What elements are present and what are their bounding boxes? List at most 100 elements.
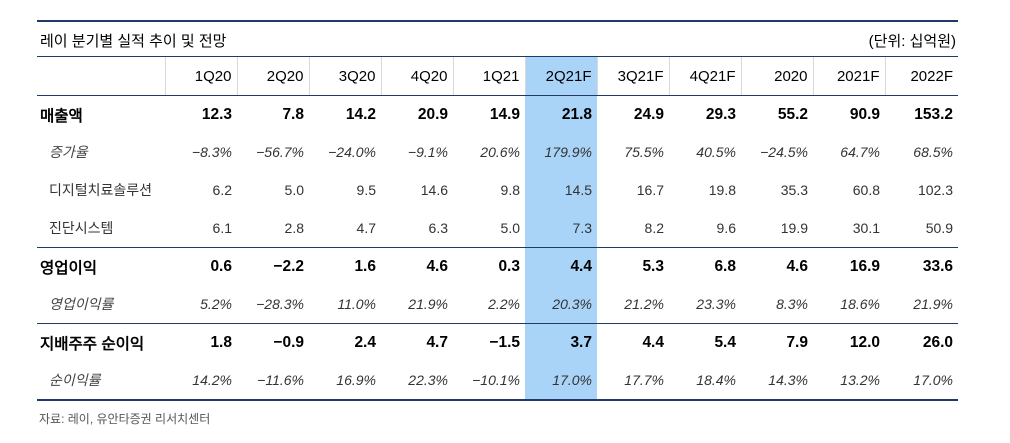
table-cell: 13.2% [813,361,885,401]
table-cell: 14.9 [489,105,520,123]
table-cell: 0.6 [165,247,237,285]
table-cell: 179.9% [525,133,597,171]
table-cell: −1.5 [453,323,525,361]
table-cell: −10.1% [453,361,525,401]
column-header: 2020 [740,56,813,96]
table-cell: 4.4 [525,247,597,285]
table-cell: 0.3 [453,247,525,285]
financial-table-panel: 레이 분기별 실적 추이 및 전망 (단위: 십억원) 1Q20 2Q20 3Q20… [37,20,958,401]
column-header: 2021F [812,56,885,96]
table-cell: 19.8 [708,182,736,198]
column-header: 2022F [884,56,958,96]
operating-margin-row: 영업이익률 5.2% −28.3% 11.0% 21.9% 2.2% 20.3% 21.2% 2… [37,285,958,324]
column-header: 2Q21F [524,56,597,96]
table-cell: 14.5 [525,171,597,209]
column-header: 2Q20 [236,56,309,96]
table-title: 레이 분기별 실적 추이 및 전망 [40,33,227,50]
table-cell: 20.9 [417,105,448,123]
table-cell: 5.4 [669,323,741,361]
row-label: 영업이익률 [37,285,165,324]
table-cell: 16.7 [636,182,664,198]
table-cell: 64.7% [840,144,880,160]
table-cell: 19.9 [780,220,808,236]
table-cell: 17.7% [597,361,669,401]
table-cell: 35.3 [780,182,808,198]
table-cell: 20.3% [525,285,597,324]
table-cell: 30.1 [852,220,880,236]
table-cell: 17.0% [525,361,597,401]
table-cell: 14.6 [420,182,448,198]
net-income-row: 지배주주 순이익 1.8 −0.9 2.4 4.7 −1.5 3.7 4.4 5.4 7.9 12.… [37,323,958,361]
table-cell: 20.6% [480,144,520,160]
table-cell: 21.8 [525,95,597,133]
column-header: 3Q20 [308,56,381,96]
earnings-table: 1Q20 2Q20 3Q20 4Q20 1Q21 2Q21F 3Q21F 4Q21F 2020 2… [37,56,958,401]
table-cell: 26.0 [885,323,958,361]
table-cell: 12.3 [201,105,232,123]
table-cell: 16.9 [813,247,885,285]
row-label: 영업이익 [37,247,165,285]
table-cell: 6.2 [212,182,232,198]
table-cell: −2.2 [237,247,309,285]
diagnostic-system-row: 진단시스템 6.1 2.8 4.7 6.3 5.0 7.3 8.2 9.6 19.9 30.1 50.… [37,209,958,248]
table-cell: 29.3 [705,105,736,123]
table-cell: 8.2 [644,220,664,236]
table-cell: 14.2% [165,361,237,401]
column-header: 4Q21F [668,56,741,96]
table-cell: 5.0 [284,182,304,198]
title-bar: 레이 분기별 실적 추이 및 전망 (단위: 십억원) [37,20,958,56]
table-cell: 5.0 [500,220,520,236]
net-margin-row: 순이익률 14.2% −11.6% 16.9% 22.3% −10.1% 17.0% 17.7… [37,361,958,401]
table-cell: 11.0% [309,285,381,324]
table-cell: 2.2% [453,285,525,324]
source-note: 자료: 레이, 유안타증권 리서치센터 [39,412,211,426]
table-cell: 4.7 [381,323,453,361]
table-cell: 60.8 [852,182,880,198]
table-cell: 5.3 [597,247,669,285]
column-header: 1Q20 [164,56,237,96]
table-cell: 55.2 [777,105,808,123]
table-cell: −9.1% [407,144,448,160]
table-cell: 90.9 [849,105,880,123]
table-cell: −8.3% [191,144,232,160]
table-cell: 9.6 [716,220,736,236]
table-cell: 1.8 [165,323,237,361]
table-cell: 33.6 [885,247,958,285]
table-cell: 22.3% [381,361,453,401]
table-cell: 24.9 [633,105,664,123]
row-label: 디지털치료솔루션 [49,182,153,198]
table-cell: −56.7% [256,144,304,160]
table-cell: 4.7 [356,220,376,236]
table-cell: 6.1 [212,220,232,236]
operating-profit-row: 영업이익 0.6 −2.2 1.6 4.6 0.3 4.4 5.3 6.8 4.6 16.9 33.6 [37,247,958,285]
table-cell: −28.3% [237,285,309,324]
table-cell: 21.9% [381,285,453,324]
table-cell: 4.4 [597,323,669,361]
table-cell: 9.5 [356,182,376,198]
table-cell: 1.6 [309,247,381,285]
table-cell: −11.6% [237,361,309,401]
table-cell: 68.5% [913,144,953,160]
table-cell: 5.2% [165,285,237,324]
table-cell: 7.9 [741,323,813,361]
table-cell: 50.9 [925,220,953,236]
table-cell: −0.9 [237,323,309,361]
row-label: 순이익률 [37,361,165,401]
table-cell: 12.0 [813,323,885,361]
table-cell: 7.8 [282,105,304,123]
header-corner [37,56,165,96]
table-cell: 14.3% [741,361,813,401]
column-header: 4Q20 [380,56,453,96]
table-cell: 23.3% [669,285,741,324]
unit-label: (단위: 십억원) [868,33,956,50]
row-label: 매출액 [40,107,83,125]
table-cell: 18.6% [813,285,885,324]
table-cell: 8.3% [741,285,813,324]
table-cell: 153.2 [914,105,953,123]
table-cell: 18.4% [669,361,741,401]
table-cell: 6.3 [428,220,448,236]
row-label: 지배주주 순이익 [37,323,165,361]
revenue-growth-row: 증가율 −8.3% −56.7% −24.0% −9.1% 20.6% 179.9% 75.5… [37,133,958,171]
table-cell: 21.2% [597,285,669,324]
table-cell: 75.5% [624,144,664,160]
